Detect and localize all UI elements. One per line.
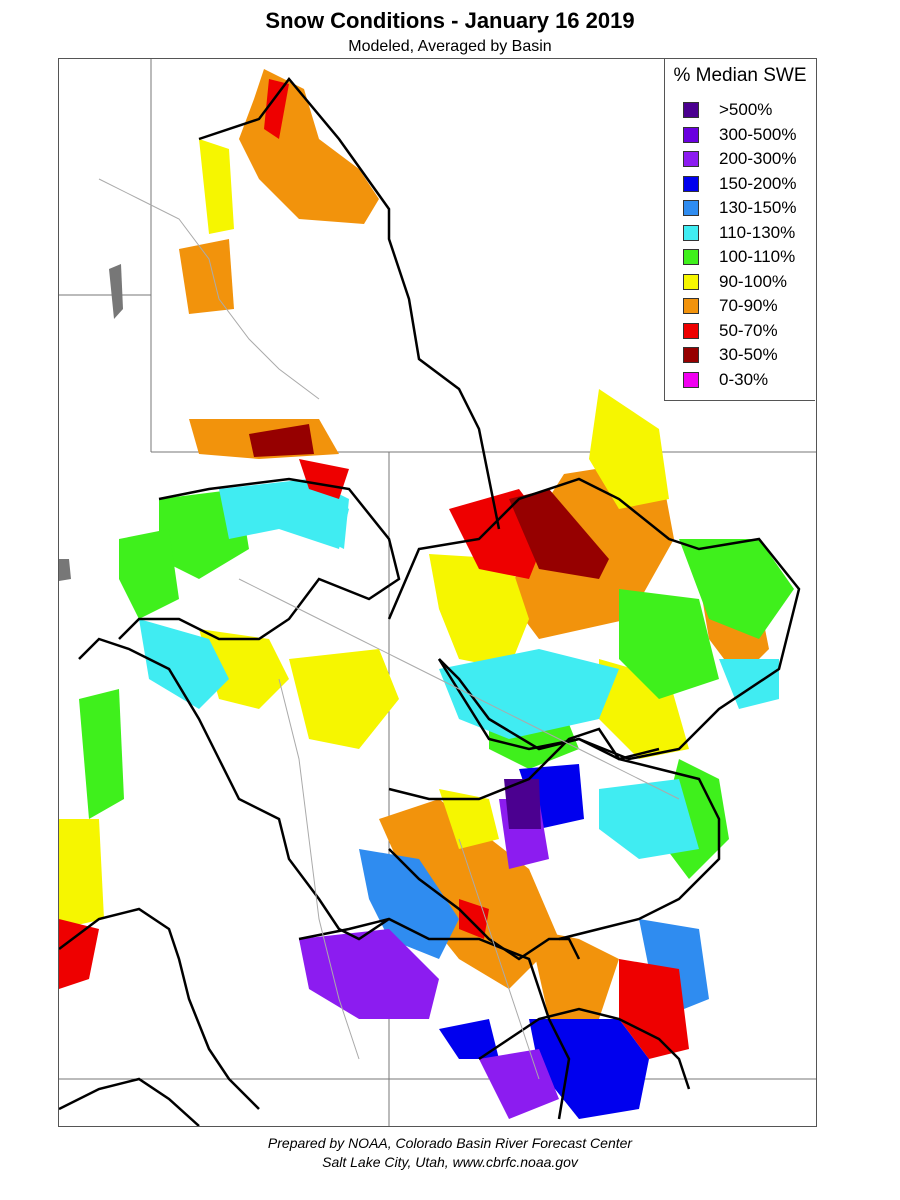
swe-over-500-patches	[504, 779, 541, 829]
credit-line-1: Prepared by NOAA, Colorado Basin River F…	[267, 1135, 633, 1151]
legend-label: 300-500%	[719, 124, 797, 144]
legend-label: 110-130%	[719, 222, 796, 242]
legend-item: 30-50%	[683, 344, 778, 366]
legend-swatch	[683, 102, 699, 118]
map-title: Snow Conditions - January 16 2019	[265, 8, 635, 33]
rivers	[98, 178, 680, 1080]
legend-item: 100-110%	[683, 246, 795, 268]
legend-swatch	[683, 200, 699, 216]
legend-label: 0-30%	[719, 369, 769, 389]
legend-item: 90-100%	[683, 271, 787, 293]
legend-swatch	[683, 175, 699, 192]
basin-boundaries	[59, 76, 801, 1126]
lakes	[59, 264, 123, 581]
swe-30-50-patches	[249, 424, 609, 579]
legend-item: 50-70%	[683, 320, 778, 342]
legend-swatch	[683, 371, 699, 388]
legend-swatch	[683, 151, 699, 167]
legend-label: 50-70%	[719, 320, 778, 340]
legend-item: 300-500%	[683, 124, 797, 146]
legend-label: 200-300%	[719, 149, 797, 168]
legend-item: 70-90%	[683, 295, 778, 317]
legend-swatch	[683, 347, 699, 363]
legend-swatch	[683, 224, 699, 241]
swe-150-200-patches	[439, 764, 649, 1119]
legend-swatch	[683, 298, 699, 314]
legend-item: >500%	[683, 99, 772, 121]
legend-label: 130-150%	[719, 198, 797, 217]
legend-swatch	[683, 273, 699, 290]
credit-line-2: Salt Lake City, Utah, www.cbrfc.noaa.gov	[322, 1154, 578, 1170]
legend-label: >500%	[719, 100, 773, 119]
legend-swatch	[683, 249, 699, 265]
swe-110-130-patches	[139, 479, 779, 859]
legend-label: 30-50%	[719, 345, 778, 364]
basin-map-graphic	[59, 59, 816, 1126]
swe-90-100-patches	[59, 139, 689, 929]
legend-label: 70-90%	[719, 296, 778, 315]
legend-swatch	[683, 126, 699, 143]
legend-swatch	[683, 322, 699, 339]
map-subtitle: Modeled, Averaged by Basin	[348, 38, 552, 55]
legend-label: 100-110%	[719, 247, 796, 266]
legend-label: 90-100%	[719, 271, 788, 291]
legend-item: 200-300%	[683, 148, 797, 170]
legend-item: 110-130%	[683, 222, 795, 244]
legend-item: 150-200%	[683, 173, 797, 195]
legend-label: 150-200%	[719, 173, 797, 193]
legend-item: 130-150%	[683, 197, 797, 219]
legend-item: 0-30%	[683, 369, 768, 391]
legend-title: % Median SWE	[673, 65, 807, 86]
legend-box: % Median SWE >500% 300-500% 200-300% 150-20…	[664, 59, 815, 401]
